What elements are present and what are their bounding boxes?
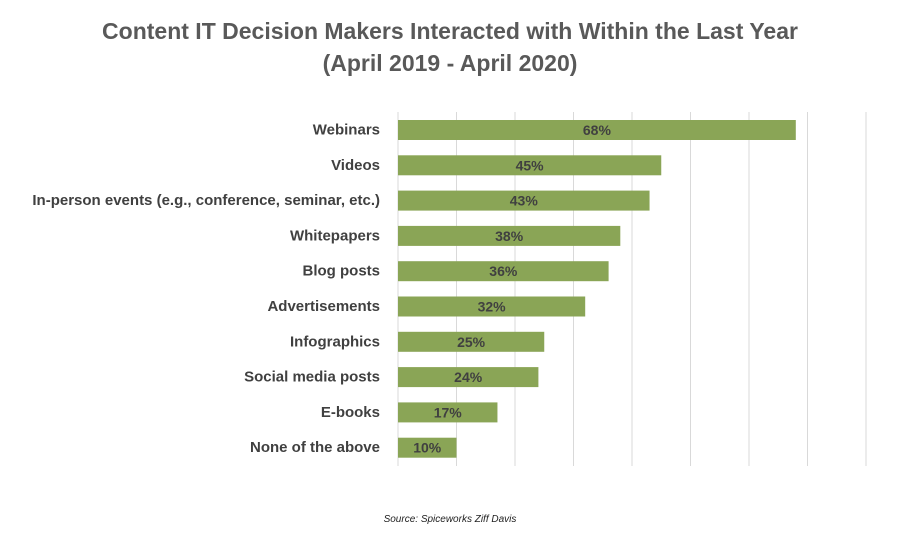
bars (398, 120, 796, 458)
data-label: 32% (478, 299, 507, 315)
data-label: 36% (489, 263, 518, 279)
data-label: 25% (457, 334, 486, 350)
bar (398, 155, 662, 176)
data-label: 45% (516, 157, 545, 173)
category-label: None of the above (250, 439, 380, 456)
data-label: 38% (495, 228, 524, 244)
category-label: Blog posts (303, 263, 381, 280)
category-label: Whitepapers (290, 227, 380, 244)
bar (398, 296, 586, 317)
bar (398, 437, 457, 458)
category-labels: Webinars Videos In-person events (e.g., co… (32, 122, 380, 457)
bar (398, 120, 796, 140)
category-label: In-person events (e.g., conference, semi… (32, 192, 380, 209)
data-label: 68% (583, 122, 612, 138)
data-labels: 68% 45% 43% 38% 36% 32% 25% 24% 17% 10% (413, 122, 611, 456)
bar (398, 261, 609, 282)
chart-title: Content IT Decision Makers Interacted wi… (102, 18, 798, 44)
chart-subtitle: (April 2019 - April 2020) (322, 50, 578, 76)
category-label: Infographics (290, 333, 380, 350)
category-label: Webinars (313, 122, 380, 139)
source-note: Source: Spiceworks Ziff Davis (383, 514, 517, 525)
bar (398, 225, 621, 246)
category-label: Videos (331, 157, 380, 174)
bar (398, 190, 650, 211)
bar (398, 331, 545, 352)
data-label: 43% (510, 193, 539, 209)
category-label: E-books (321, 404, 380, 421)
data-label: 24% (454, 369, 483, 385)
bar (398, 402, 498, 423)
data-label: 17% (434, 404, 463, 420)
category-label: Social media posts (244, 369, 380, 386)
category-label: Advertisements (267, 298, 380, 315)
data-label: 10% (413, 440, 442, 456)
bar (398, 367, 539, 388)
